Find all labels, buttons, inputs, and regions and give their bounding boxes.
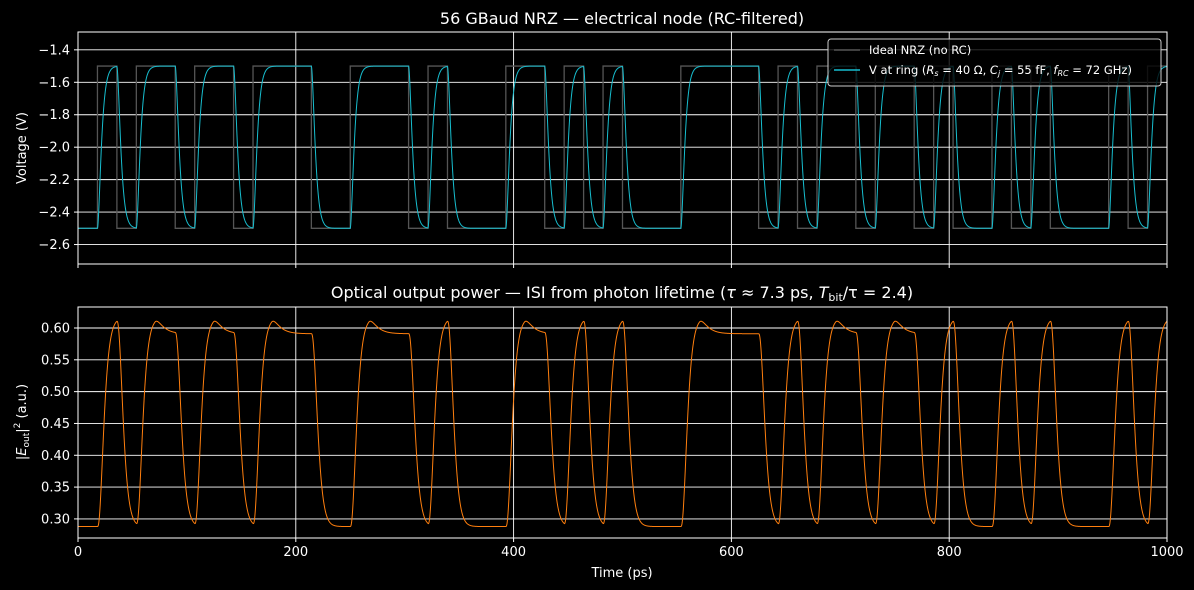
x-tick-label: 600 (719, 545, 744, 560)
legend-ideal-label: Ideal NRZ (no RC) (869, 43, 971, 57)
electrical-y-axis-label: Voltage (V) (15, 112, 30, 184)
y-tick-label: 0.60 (41, 322, 70, 337)
electrical-plot-title: 56 GBaud NRZ — electrical node (RC-filte… (440, 9, 804, 28)
y-tick-label: −2.6 (38, 238, 70, 253)
legend-box (827, 38, 1162, 87)
y-tick-label: −2.4 (38, 206, 70, 221)
x-tick-label: 400 (501, 545, 526, 560)
ring-voltage-series (78, 65, 1168, 229)
y-tick-label: −2.2 (38, 173, 70, 188)
electrical-legend: Ideal NRZ (no RC) V at ring (Rs = 40 Ω, … (827, 38, 1162, 87)
ideal-nrz-series (78, 65, 1167, 229)
optical-power-line (78, 320, 1168, 528)
y-tick-label: −1.4 (38, 43, 70, 58)
x-tick-label: 200 (283, 545, 308, 560)
x-axis-label: Time (ps) (590, 566, 652, 581)
y-tick-label: −1.8 (38, 108, 70, 123)
optical-x-ticks: 0 200 400 600 800 1000 (74, 538, 1184, 560)
optical-plot-frame (77, 306, 1168, 539)
x-tick-label: 1000 (1150, 545, 1183, 560)
optical-y-ticks: 0.30 0.35 0.40 0.45 0.50 0.55 0.60 (41, 322, 78, 527)
y-tick-label: 0.35 (41, 481, 70, 496)
electrical-plot-frame (77, 31, 1168, 265)
ideal-nrz-line (78, 65, 1167, 229)
y-tick-label: 0.50 (41, 385, 70, 400)
optical-y-axis-label: |Eout|2 (a.u.) (13, 384, 32, 460)
legend-ring-label: V at ring (Rs = 40 Ω, Cj = 55 fF, fRC = … (869, 63, 1132, 78)
y-tick-label: 0.40 (41, 449, 70, 464)
x-tick-label: 800 (937, 545, 962, 560)
y-tick-label: −2.0 (38, 141, 70, 156)
ring-voltage-line (78, 65, 1168, 229)
optical-plot-title: Optical output power — ISI from photon l… (331, 283, 913, 304)
optical-power-series (78, 320, 1168, 528)
electrical-x-ticks (77, 264, 1168, 268)
y-tick-label: 0.45 (41, 417, 70, 432)
y-tick-label: 0.30 (41, 512, 70, 527)
electrical-node-plot: 56 GBaud NRZ — electrical node (RC-filte… (15, 9, 1168, 268)
y-tick-label: 0.55 (41, 353, 70, 368)
x-tick-label: 0 (74, 545, 82, 560)
y-tick-label: −1.6 (38, 76, 70, 91)
electrical-y-ticks: −2.6 −2.4 −2.2 −2.0 −1.8 −1.6 −1.4 (38, 43, 78, 253)
optical-power-plot: Optical output power — ISI from photon l… (13, 283, 1184, 581)
